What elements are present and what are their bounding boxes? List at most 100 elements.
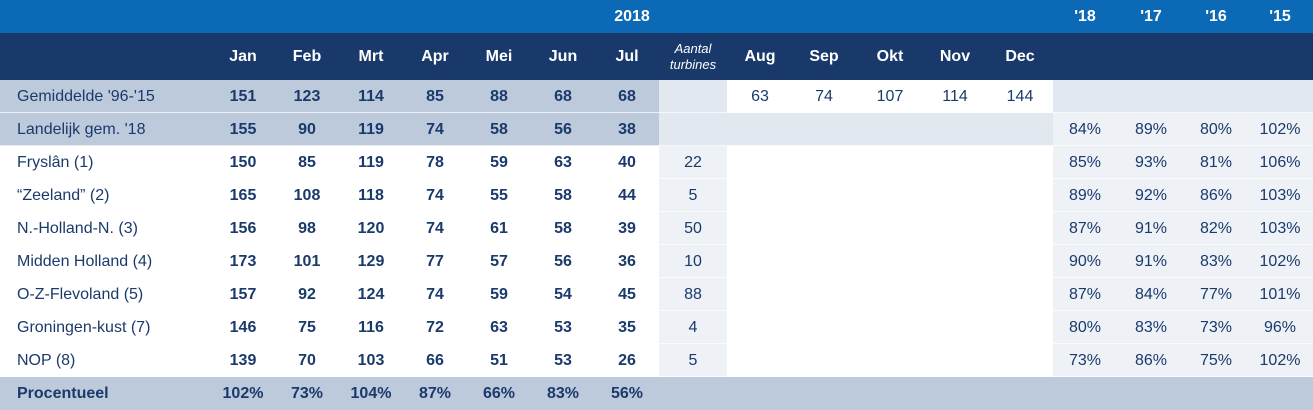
month-value: 90 (298, 120, 316, 138)
month-header: Feb (292, 47, 322, 65)
year-percentage: 80% (1199, 120, 1233, 138)
month-value: 103 (357, 351, 385, 369)
month-value: 119 (358, 120, 384, 138)
month-header: Sep (809, 47, 839, 65)
month-value: 150 (229, 153, 257, 171)
year-percentage: 87% (1068, 219, 1102, 237)
month-value: 57 (490, 252, 508, 270)
year-percentage: 86% (1134, 351, 1168, 369)
month-value: 53 (554, 351, 572, 369)
year-percentage: 86% (1199, 186, 1233, 204)
month-value: 45 (618, 285, 636, 303)
row-label: Fryslân (1) (17, 153, 94, 171)
turbine-count: 10 (684, 252, 702, 270)
month-value: 68 (554, 87, 572, 105)
month-value: 85 (298, 153, 316, 171)
footer-label: Procentueel (17, 384, 109, 402)
turbines-header: Aantal turbines (669, 40, 717, 72)
cell-background (659, 245, 727, 278)
cell-background (0, 178, 1313, 179)
cell-background (0, 145, 1313, 146)
month-value: 124 (357, 285, 385, 303)
year-percentage: 80% (1068, 318, 1102, 336)
month-value: 114 (358, 87, 384, 105)
year-percentage: 106% (1259, 153, 1301, 171)
cell-background (1053, 80, 1313, 113)
month-value: 156 (229, 219, 257, 237)
month-value: 139 (229, 351, 257, 369)
month-value: 151 (229, 87, 257, 105)
cell-background (0, 310, 1313, 311)
year-percentage: 82% (1199, 219, 1233, 237)
footer-percentage: 102% (222, 384, 264, 402)
turbine-count: 5 (688, 351, 698, 369)
cell-background (0, 112, 1313, 113)
cell-background (0, 211, 1313, 212)
month-value: 38 (618, 120, 636, 138)
month-value: 98 (298, 219, 316, 237)
month-header: Aug (744, 47, 776, 65)
month-value: 56 (554, 120, 572, 138)
month-value: 39 (618, 219, 636, 237)
turbine-count: 4 (688, 318, 698, 336)
cell-background (659, 344, 727, 377)
month-header: Mei (485, 47, 513, 65)
month-header: Mrt (358, 47, 384, 65)
month-value: 74 (815, 87, 833, 105)
year-percentage: 75% (1199, 351, 1233, 369)
year-column-header: '18 (1074, 7, 1096, 25)
month-header: Jun (548, 47, 578, 65)
year-percentage: 89% (1134, 120, 1168, 138)
turbine-count: 50 (684, 219, 702, 237)
month-value: 114 (942, 87, 968, 105)
year-percentage: 102% (1259, 252, 1301, 270)
cell-background (0, 33, 1313, 80)
month-value: 74 (426, 285, 444, 303)
month-value: 107 (876, 87, 904, 105)
cell-background (727, 80, 1053, 113)
year-percentage: 103% (1259, 219, 1301, 237)
footer-percentage: 104% (350, 384, 392, 402)
footer-percentage: 87% (418, 384, 452, 402)
month-header: Okt (876, 47, 904, 65)
cell-background (0, 80, 659, 113)
row-label: Landelijk gem. '18 (17, 120, 146, 138)
cell-background (1053, 212, 1313, 245)
month-value: 108 (293, 186, 321, 204)
month-value: 120 (357, 219, 385, 237)
year-percentage: 96% (1263, 318, 1297, 336)
row-label: Gemiddelde '96-'15 (17, 87, 155, 105)
month-value: 155 (229, 120, 257, 138)
year-percentage: 84% (1068, 120, 1102, 138)
year-percentage: 91% (1134, 252, 1168, 270)
cell-background (1053, 146, 1313, 179)
month-value: 58 (554, 186, 572, 204)
month-value: 123 (293, 87, 321, 105)
row-label: Groningen-kust (7) (17, 318, 151, 336)
month-value: 75 (298, 318, 316, 336)
month-value: 63 (554, 153, 572, 171)
year-percentage: 77% (1199, 285, 1233, 303)
month-value: 54 (554, 285, 572, 303)
month-value: 129 (357, 252, 385, 270)
month-value: 101 (293, 252, 321, 270)
year-header: 2018 (614, 7, 650, 25)
year-percentage: 92% (1134, 186, 1168, 204)
row-label: N.-Holland-N. (3) (17, 219, 138, 237)
cell-background (1053, 113, 1313, 146)
month-value: 56 (554, 252, 572, 270)
month-value: 85 (426, 87, 444, 105)
year-column-header: '17 (1140, 7, 1162, 25)
footer-percentage: 66% (482, 384, 516, 402)
year-percentage: 73% (1199, 318, 1233, 336)
month-value: 66 (426, 351, 444, 369)
year-percentage: 93% (1134, 153, 1168, 171)
footer-percentage: 83% (546, 384, 580, 402)
year-percentage: 83% (1199, 252, 1233, 270)
month-header: Nov (939, 47, 971, 65)
month-value: 61 (490, 219, 508, 237)
month-value: 173 (229, 252, 257, 270)
year-percentage: 102% (1259, 351, 1301, 369)
month-value: 74 (426, 120, 444, 138)
